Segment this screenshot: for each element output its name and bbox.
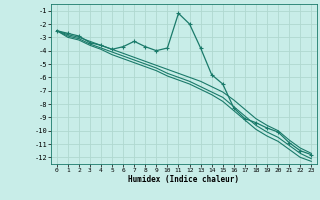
X-axis label: Humidex (Indice chaleur): Humidex (Indice chaleur) bbox=[129, 175, 239, 184]
